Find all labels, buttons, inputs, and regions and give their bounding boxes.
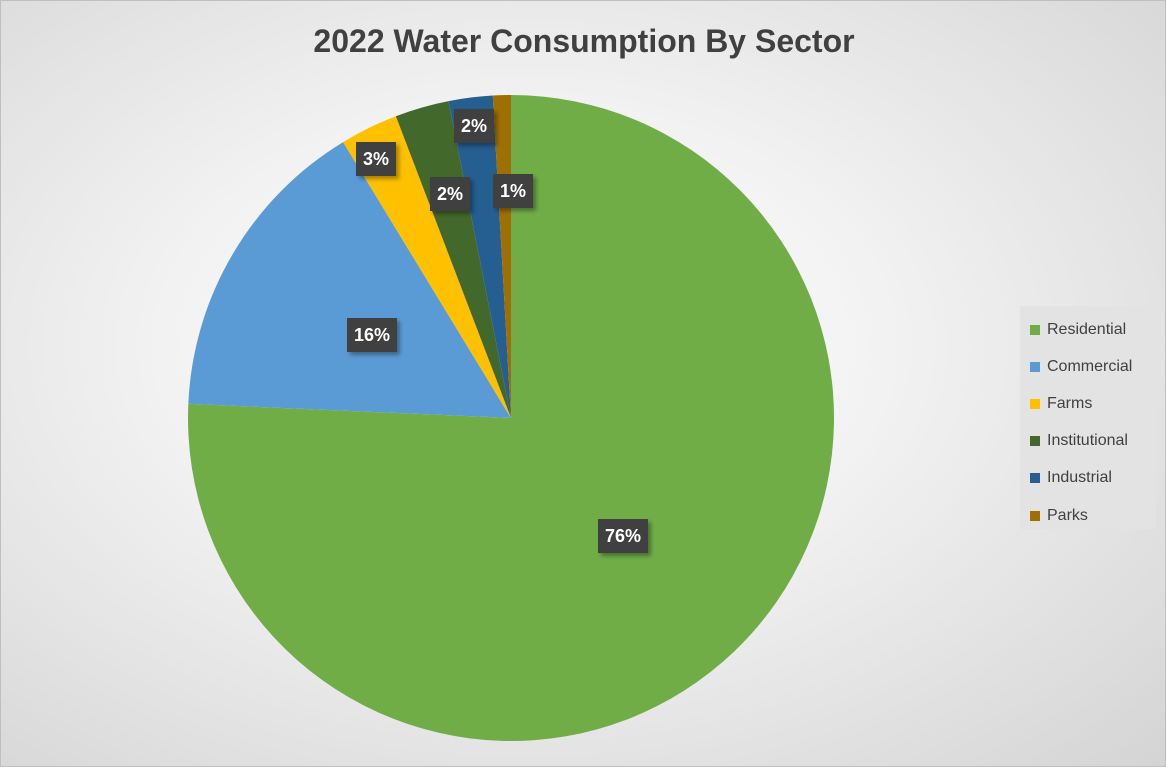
- data-label-box: [598, 519, 648, 553]
- legend-label: Farms: [1047, 394, 1093, 412]
- data-label-box: [454, 109, 494, 143]
- legend-item-farms: Farms: [1030, 385, 1156, 422]
- legend-item-commercial: Commercial: [1030, 348, 1156, 385]
- legend-swatch: [1030, 510, 1040, 521]
- legend-swatch: [1030, 324, 1040, 335]
- data-label-text: 3%: [363, 149, 389, 169]
- data-label-box: [347, 318, 397, 352]
- data-label-parks: 1%: [493, 174, 533, 208]
- data-label-text: 2%: [461, 116, 487, 136]
- legend-swatch: [1030, 361, 1040, 372]
- legend-label: Institutional: [1047, 432, 1128, 450]
- legend: Residential Commercial Farms Institutional I…: [1020, 306, 1156, 529]
- data-label-text: 2%: [437, 184, 463, 204]
- pie-slice-institutional: [395, 101, 511, 419]
- data-label-box: [430, 177, 470, 211]
- legend-swatch: [1030, 473, 1040, 484]
- data-label-commercial: 16%: [347, 318, 397, 352]
- data-label-farms: 3%: [356, 142, 396, 176]
- data-label-institutional: 2%: [430, 177, 470, 211]
- legend-label: Commercial: [1047, 357, 1133, 375]
- data-label-box: [356, 142, 396, 176]
- pie-slice-commercial: [188, 142, 511, 418]
- data-label-text: 16%: [354, 325, 390, 345]
- legend-swatch: [1030, 436, 1040, 447]
- legend-item-industrial: Industrial: [1030, 460, 1156, 497]
- legend-item-parks: Parks: [1030, 497, 1156, 534]
- chart-title: 2022 Water Consumption By Sector: [313, 23, 855, 59]
- data-label-residential: 76%: [598, 519, 648, 553]
- legend-swatch: [1030, 398, 1040, 409]
- legend-label: Parks: [1047, 506, 1088, 524]
- data-label-text: 1%: [500, 181, 526, 201]
- data-label-text: 76%: [605, 526, 641, 546]
- data-label-industrial: 2%: [454, 109, 494, 143]
- pie-slice-farms: [343, 116, 511, 418]
- data-label-box: [493, 174, 533, 208]
- legend-item-institutional: Institutional: [1030, 423, 1156, 460]
- legend-item-residential: Residential: [1030, 311, 1156, 348]
- legend-label: Residential: [1047, 320, 1127, 338]
- legend-label: Industrial: [1047, 469, 1112, 487]
